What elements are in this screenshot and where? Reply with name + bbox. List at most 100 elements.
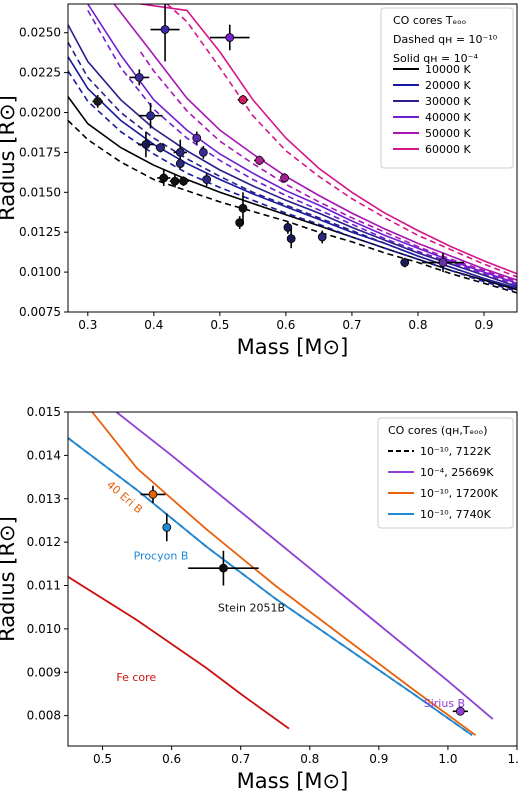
legend-box: [377, 417, 514, 529]
data-point-23: [400, 257, 410, 268]
marker: [175, 148, 185, 157]
legend-title: CO cores (qʜ,Tₑₒₒ): [388, 424, 488, 437]
plot-frame: [67, 3, 518, 313]
data-point-18: [254, 155, 265, 166]
y-tick-label: 0.0225: [19, 66, 61, 80]
data-point-9: [175, 158, 185, 169]
y-tick-label: 0.0200: [19, 106, 61, 120]
data-point-3: [138, 102, 163, 129]
series-line-0: [68, 96, 517, 291]
y-tick-label: 0.0250: [19, 26, 61, 40]
y-tick-label: 0.0075: [19, 305, 61, 319]
series-line-11: [166, 4, 517, 278]
data-point-2: [137, 131, 154, 158]
data-point-21: [286, 229, 296, 249]
x-axis-label: Mass [M⊙]: [237, 335, 349, 359]
legend-label: 50000 K: [425, 127, 471, 140]
x-tick-label: 0.9: [474, 318, 493, 332]
marker: [455, 706, 465, 716]
x-tick-label: 1.0: [438, 752, 457, 766]
plot-area: [68, 4, 517, 294]
series-line-2: [91, 412, 477, 736]
data-point-10: [178, 176, 189, 186]
x-tick-label: 0.5: [210, 318, 229, 332]
legend-label: 10⁻¹⁰, 7740K: [420, 508, 492, 521]
marker: [93, 96, 103, 106]
data-point-17: [238, 192, 248, 225]
y-axis-label: Radius [R⊙]: [0, 95, 19, 221]
marker: [192, 133, 202, 143]
x-tick-label: 0.3: [78, 318, 97, 332]
plot-frame: [67, 411, 518, 747]
legend-label: 30000 K: [425, 95, 471, 108]
marker: [175, 159, 185, 168]
legend-label: 10⁻⁴, 25669K: [420, 466, 494, 479]
y-tick-label: 0.012: [27, 535, 61, 549]
marker: [238, 95, 248, 105]
data-point-2: [188, 550, 259, 586]
data-point-0: [92, 94, 103, 108]
legend-label: 10⁻¹⁰, 7122K: [420, 445, 492, 458]
annotation-0: 40 Eri B: [104, 478, 145, 516]
marker: [134, 73, 144, 82]
data-point-22: [317, 230, 327, 244]
legend-header-line: Solid qʜ = 10⁻⁴: [393, 52, 478, 65]
y-axis-label: Radius [R⊙]: [0, 516, 19, 642]
marker: [286, 234, 296, 243]
data-point-13: [202, 173, 212, 186]
data-point-4: [155, 142, 166, 153]
data-point-24: [421, 252, 465, 273]
legend-label: 10⁻¹⁰, 17200K: [420, 487, 499, 500]
series-line-10: [140, 4, 517, 275]
marker: [317, 232, 327, 242]
x-tick-label: 0.4: [144, 318, 163, 332]
annotation-1: Procyon B: [134, 549, 189, 562]
x-tick-label: 1.1: [507, 752, 520, 766]
marker: [202, 175, 212, 184]
y-tick-label: 0.0150: [19, 185, 61, 199]
legend-label: 60000 K: [425, 143, 471, 156]
top-chart: 0.3 0.4 0.5 0.6 0.7 0.8 0.9 0.0075 0.0100 0.0125 0…: [0, 3, 518, 359]
x-tick-label: 0.6: [162, 752, 181, 766]
annotation-2: Stein 2051B: [218, 602, 285, 615]
series-line-1: [68, 119, 517, 294]
data-point-15: [235, 216, 245, 230]
data-point-16: [237, 94, 249, 105]
series-line-6: [87, 4, 517, 285]
legend-label: 10000 K: [425, 63, 471, 76]
series-line-8: [113, 4, 517, 281]
annotation-4: Sirius B: [424, 697, 465, 710]
x-tick-label: 0.7: [342, 318, 361, 332]
marker: [198, 148, 208, 157]
marker: [162, 522, 172, 532]
x-tick-label: 0.8: [408, 318, 427, 332]
legend-box: [380, 7, 514, 169]
y-tick-label: 0.013: [27, 492, 61, 506]
x-tick-label: 0.9: [369, 752, 388, 766]
marker: [238, 203, 248, 213]
marker: [141, 140, 151, 149]
y-tick-label: 0.010: [27, 622, 61, 636]
marker: [283, 223, 293, 232]
marker: [148, 490, 158, 499]
series-line-3: [68, 437, 473, 736]
data-point-5: [157, 169, 171, 186]
marker: [225, 33, 235, 42]
y-tick-label: 0.0100: [19, 265, 61, 279]
data-point-19: [280, 173, 289, 183]
marker: [170, 176, 180, 186]
marker: [255, 155, 264, 165]
x-tick-label: 0.5: [93, 752, 112, 766]
legend-header-line: CO cores Tₑₒₒ: [393, 14, 466, 27]
legend-header-line: Dashed qʜ = 10⁻¹⁰: [393, 33, 498, 46]
legend-label: 20000 K: [425, 79, 471, 92]
plot-area: [68, 412, 494, 736]
data-point-3: [452, 706, 468, 716]
y-tick-label: 0.0125: [19, 225, 61, 239]
bottom-chart: 40 Eri B Procyon B Stein 2051B Fe core Siriu…: [0, 405, 520, 793]
marker: [438, 258, 448, 267]
marker: [156, 143, 165, 153]
y-tick-label: 0.008: [27, 709, 61, 723]
y-tick-label: 0.015: [27, 405, 61, 419]
